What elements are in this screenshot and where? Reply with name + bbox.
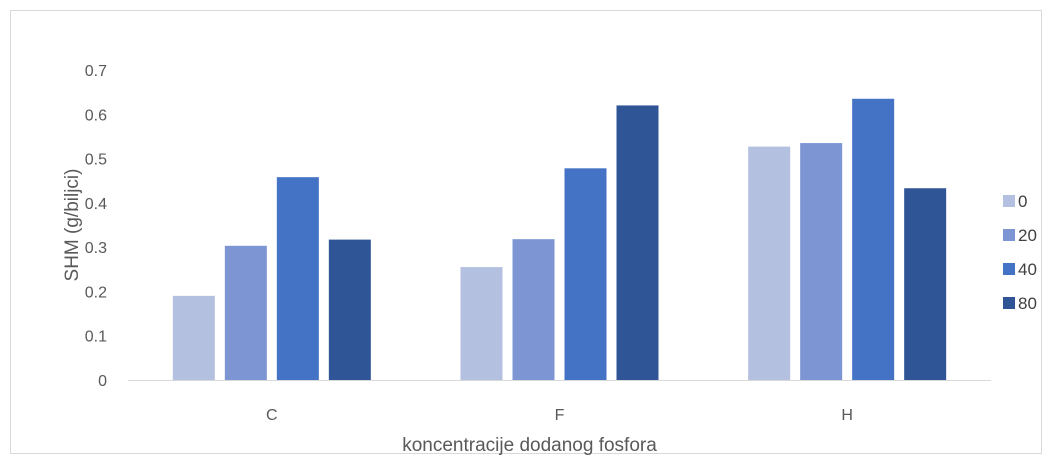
bar-F-40 (564, 168, 607, 380)
y-tick-label: 0.2 (85, 284, 107, 301)
legend-label: 40 (1018, 260, 1037, 279)
bar-H-0 (748, 146, 791, 380)
legend-label: 20 (1018, 226, 1037, 245)
bar-C-0 (172, 295, 215, 380)
legend-swatch-80 (1003, 297, 1015, 309)
y-tick-label: 0 (98, 373, 107, 390)
y-axis-ticks: 0 0.1 0.2 0.3 0.4 0.5 0.6 0.7 (85, 63, 107, 390)
y-tick-label: 0.6 (85, 107, 107, 124)
y-axis-title: SHM (g/biljci) (62, 169, 83, 282)
y-tick-label: 0.1 (85, 329, 107, 346)
legend-label: 80 (1018, 294, 1037, 313)
x-tick-label: C (266, 407, 278, 424)
legend: 0 20 40 80 (1003, 192, 1037, 313)
y-tick-label: 0.3 (85, 240, 107, 257)
bar-C-20 (224, 245, 267, 380)
legend-swatch-0 (1003, 195, 1015, 207)
legend-label: 0 (1018, 192, 1027, 211)
bar-F-80 (616, 105, 659, 380)
bar-F-20 (512, 239, 555, 380)
y-tick-label: 0.5 (85, 152, 107, 169)
bar-C-80 (328, 239, 371, 380)
legend-swatch-40 (1003, 263, 1015, 275)
bar-H-80 (904, 188, 947, 380)
x-axis-title: koncentracije dodanog fosfora (402, 435, 657, 456)
bar-C-40 (276, 177, 319, 380)
y-tick-label: 0.4 (85, 196, 107, 213)
bar-H-40 (852, 98, 895, 381)
bars (172, 98, 947, 381)
bar-F-0 (460, 267, 503, 380)
y-tick-label: 0.7 (85, 63, 107, 80)
legend-swatch-20 (1003, 229, 1015, 241)
x-tick-label: F (555, 407, 565, 424)
x-tick-label: H (841, 407, 853, 424)
bar-H-20 (800, 143, 843, 380)
